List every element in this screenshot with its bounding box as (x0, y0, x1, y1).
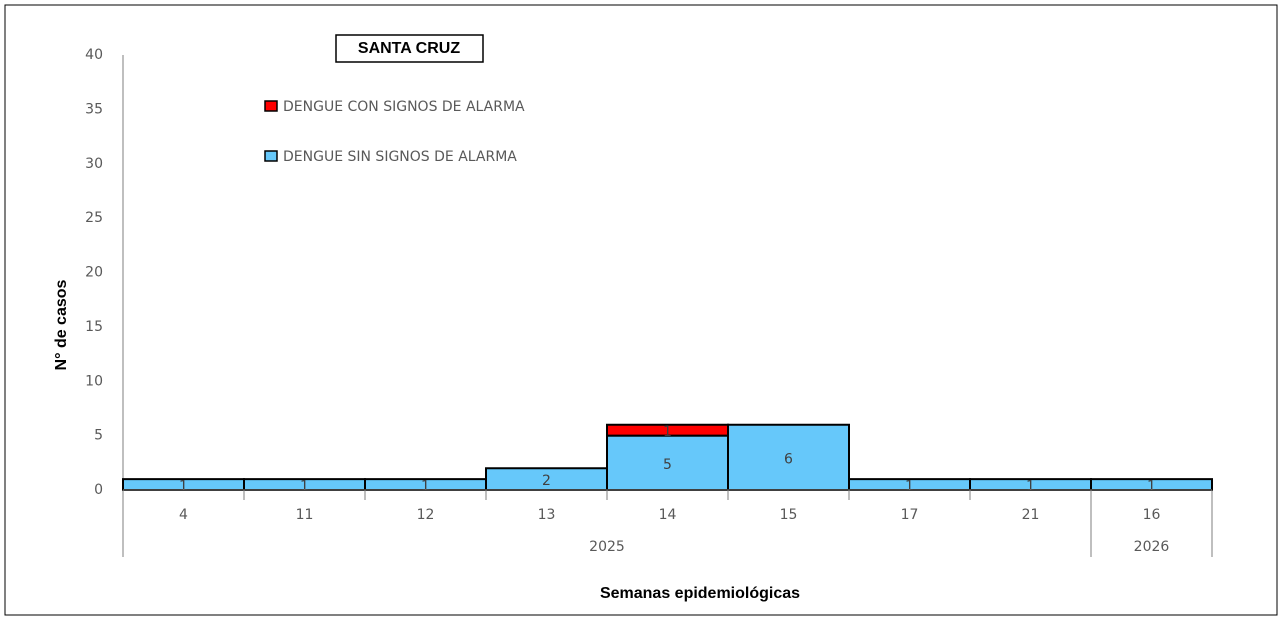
data-label: 1 (1147, 479, 1156, 495)
x-tick-label: 11 (296, 507, 314, 523)
x-tick-label: 16 (1143, 507, 1161, 523)
x-tick-label: 4 (179, 507, 188, 523)
y-axis-title: N° de casos (53, 279, 70, 370)
y-tick-label: 25 (85, 210, 103, 226)
data-label: 5 (663, 457, 672, 473)
x-tick-label: 15 (780, 507, 798, 523)
y-tick-label: 10 (85, 373, 103, 389)
y-tick-label: 20 (85, 265, 103, 281)
x-tick-label: 13 (538, 507, 556, 523)
title-box (335, 34, 484, 63)
data-label: 1 (300, 479, 309, 495)
x-group-label: 2026 (1134, 539, 1170, 555)
data-label: 1 (663, 424, 672, 440)
y-tick-label: 35 (85, 101, 103, 117)
data-label: 6 (784, 451, 793, 467)
x-tick-label: 14 (659, 507, 677, 523)
bar-segment (727, 423, 850, 491)
data-label: 2 (542, 473, 551, 489)
data-label: 1 (905, 479, 914, 495)
y-tick-label: 15 (85, 319, 103, 335)
x-axis-title: Semanas epidemiológicas (600, 585, 800, 602)
x-tick-label: 21 (1022, 507, 1040, 523)
data-label: 1 (179, 479, 188, 495)
legend-swatch (264, 100, 278, 112)
chart-title: SANTA CRUZ (358, 40, 460, 57)
y-tick-label: 5 (94, 428, 103, 444)
data-label: 1 (421, 479, 430, 495)
x-group-label: 2025 (589, 539, 625, 555)
data-label: 1 (1026, 479, 1035, 495)
legend-label: DENGUE CON SIGNOS DE ALARMA (283, 99, 525, 115)
chart-frame (4, 4, 1278, 616)
legend-label: DENGUE SIN SIGNOS DE ALARMA (283, 149, 517, 165)
x-tick-label: 17 (901, 507, 919, 523)
x-tick-label: 12 (417, 507, 435, 523)
y-tick-label: 40 (85, 47, 103, 63)
y-tick-label: 30 (85, 156, 103, 172)
y-tick-label: 0 (94, 482, 103, 498)
legend-swatch (264, 150, 278, 162)
